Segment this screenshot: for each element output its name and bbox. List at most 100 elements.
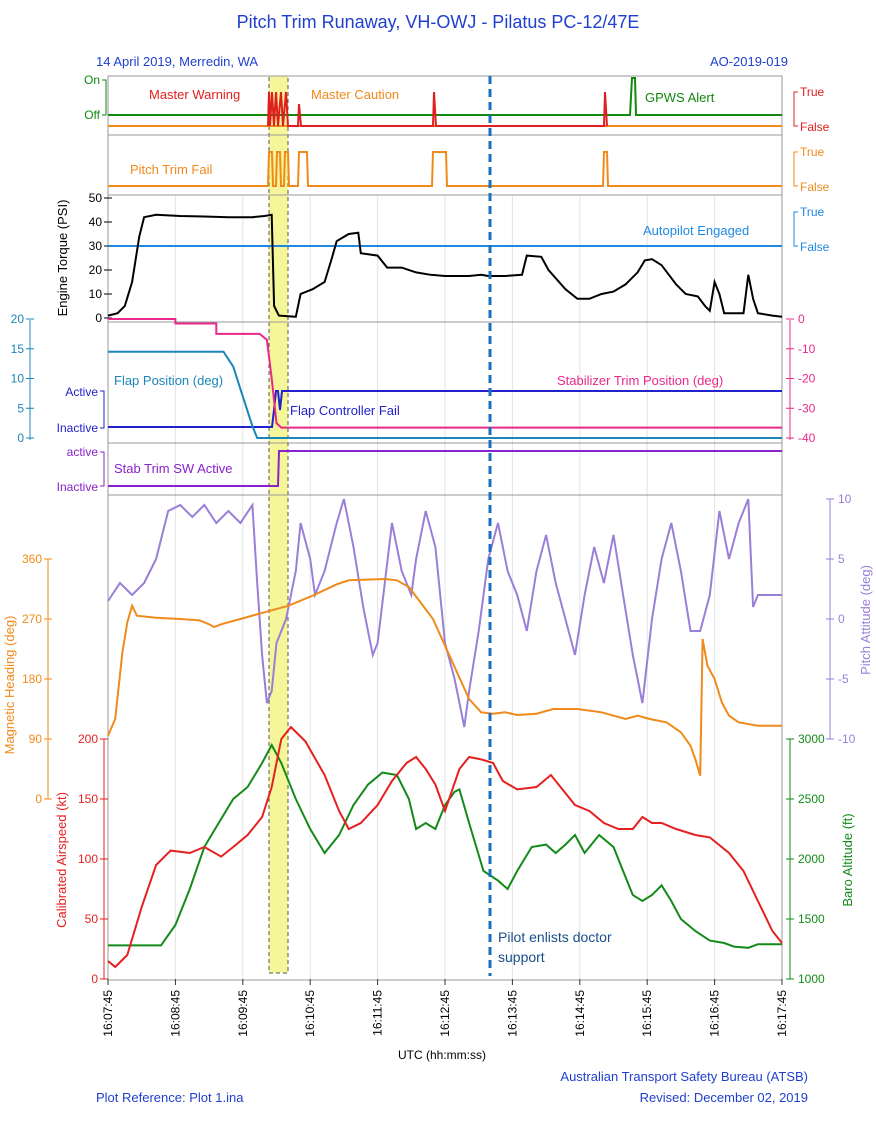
x-tick-label: 16:08:45 <box>168 990 182 1037</box>
pitch-trim-fail-panel: True False Pitch Trim Fail <box>108 145 830 194</box>
stab-tick-label: -40 <box>798 431 816 445</box>
master-warning-line <box>267 91 608 127</box>
vertical-gridlines <box>107 196 783 979</box>
x-tick-label: 16:15:45 <box>640 990 654 1037</box>
heading-tick-label: 270 <box>22 612 42 626</box>
baro-tick-label: 1000 <box>798 972 825 986</box>
airspeed-tick-label: 50 <box>85 912 99 926</box>
x-tick-label: 16:11:45 <box>371 990 385 1036</box>
heading-ticks: 0 90 180 270 360 <box>22 552 52 806</box>
airspeed-axis-label: Calibrated Airspeed (kt) <box>54 792 69 928</box>
pitch-ticks: -10 -5 0 5 10 <box>826 492 856 746</box>
heading-axis-label: Magnetic Heading (deg) <box>2 616 17 755</box>
pitch-axis-label: Pitch Attitude (deg) <box>858 565 873 675</box>
gpws-alert-label: GPWS Alert <box>645 90 715 105</box>
stab-trim-line <box>108 318 782 429</box>
torque-tick-label: 30 <box>89 239 103 253</box>
x-axis-ticks: 16:07:45 16:08:45 16:09:45 16:10:45 16:11:45… <box>101 979 789 1037</box>
flap-ticks: 0 5 10 15 20 <box>11 312 34 445</box>
torque-tick-label: 0 <box>95 311 102 325</box>
report-id: AO-2019-019 <box>709 54 788 69</box>
airspeed-ticks: 0 50 100 150 200 <box>78 732 108 986</box>
lower-series <box>107 498 783 969</box>
heading-tick-label: 360 <box>22 552 42 566</box>
true-false-bracket-2 <box>793 151 798 187</box>
stab-sw-panel: active Inactive Stab Trim SW Active <box>57 445 782 494</box>
x-tick-label: 16:09:45 <box>236 990 250 1037</box>
x-tick-label: 16:12:45 <box>438 990 452 1037</box>
airspeed-tick-label: 0 <box>91 972 98 986</box>
false-label-1: False <box>800 120 830 134</box>
flap-tick-label: 5 <box>17 401 24 415</box>
off-label: Off <box>84 108 100 122</box>
torque-tick-label: 50 <box>89 191 103 205</box>
active-inactive-bracket <box>100 390 105 429</box>
master-caution-label: Master Caution <box>311 87 399 102</box>
on-off-bracket <box>102 79 107 116</box>
baro-tick-label: 3000 <box>798 732 825 746</box>
stab-trim-label: Stabilizer Trim Position (deg) <box>557 373 723 388</box>
flap-position-label: Flap Position (deg) <box>114 373 223 388</box>
warnings-panel: On Off True False Master Warning Master … <box>84 73 830 134</box>
annotation-line-2: support <box>498 949 545 965</box>
on-label: On <box>84 73 100 87</box>
x-axis-title: UTC (hh:mm:ss) <box>398 1048 486 1062</box>
heading-tick-label: 90 <box>29 732 43 746</box>
torque-ticks: 0 10 20 30 40 50 <box>89 191 112 325</box>
flap-position-line <box>108 350 782 439</box>
airspeed-tick-label: 100 <box>78 852 98 866</box>
true-label-2: True <box>800 145 825 159</box>
flap-tick-label: 10 <box>11 372 25 386</box>
stab-tick-label: -10 <box>798 342 816 356</box>
heading-tick-label: 180 <box>22 672 42 686</box>
x-tick-label: 16:17:45 <box>775 990 789 1037</box>
torque-axis-label: Engine Torque (PSI) <box>55 200 70 317</box>
false-label-3: False <box>800 240 830 254</box>
stab-tick-label: 0 <box>798 312 805 326</box>
stab-sw-active-label: active <box>67 445 99 459</box>
annotation-line-1: Pilot enlists doctor <box>498 929 612 945</box>
organisation: Australian Transport Safety Bureau (ATSB… <box>560 1069 808 1084</box>
baro-tick-label: 2500 <box>798 792 825 806</box>
flap-panel: 0 5 10 15 20 -40 -30 -20 -10 0 Active Inactive F… <box>11 312 816 445</box>
x-tick-label: 16:07:45 <box>101 990 115 1037</box>
torque-panel: Engine Torque (PSI) 0 10 20 30 40 50 Autopilo… <box>55 191 830 325</box>
pitch-attitude-line <box>107 498 782 728</box>
stab-sw-bracket <box>100 451 105 487</box>
pitch-tick-label: 0 <box>838 612 845 626</box>
flap-tick-label: 20 <box>11 312 25 326</box>
stab-trim-sw-line <box>108 450 782 487</box>
autopilot-label: Autopilot Engaged <box>643 223 749 238</box>
gpws-alert-line <box>108 77 782 116</box>
torque-tick-label: 10 <box>89 287 103 301</box>
baro-axis-label: Baro Altitude (ft) <box>840 813 855 906</box>
inactive-label: Inactive <box>57 421 99 435</box>
event-highlight-band <box>268 75 289 974</box>
flap-tick-label: 15 <box>11 342 25 356</box>
stab-trim-sw-label: Stab Trim SW Active <box>114 461 232 476</box>
revised-date: Revised: December 02, 2019 <box>639 1090 808 1105</box>
engine-torque-line <box>107 213 783 318</box>
pitch-tick-label: 10 <box>838 492 852 506</box>
magnetic-heading-line <box>107 577 782 776</box>
master-warning-label: Master Warning <box>149 87 240 102</box>
stab-tick-label: -20 <box>798 372 816 386</box>
plot-reference: Plot Reference: Plot 1.ina <box>96 1090 244 1105</box>
panel-frames <box>107 75 783 981</box>
x-tick-label: 16:13:45 <box>505 990 519 1037</box>
x-tick-label: 16:14:45 <box>573 990 587 1037</box>
stab-sw-inactive-label: Inactive <box>57 480 99 494</box>
stab-tick-label: -30 <box>798 401 816 415</box>
pitch-tick-label: 5 <box>838 552 845 566</box>
true-label-3: True <box>800 205 825 219</box>
baro-altitude-line <box>108 742 782 949</box>
lower-axes: 0 90 180 270 360 Magnetic Heading (deg) 0 50 1… <box>2 492 873 986</box>
baro-tick-label: 2000 <box>798 852 825 866</box>
flap-controller-fail-line <box>108 390 782 428</box>
page-title: Pitch Trim Runaway, VH-OWJ - Pilatus PC-… <box>236 12 640 32</box>
flap-fail-label: Flap Controller Fail <box>290 403 400 418</box>
airspeed-tick-label: 200 <box>78 732 98 746</box>
true-false-bracket-1 <box>793 91 798 127</box>
pitch-tick-label: -10 <box>838 732 856 746</box>
